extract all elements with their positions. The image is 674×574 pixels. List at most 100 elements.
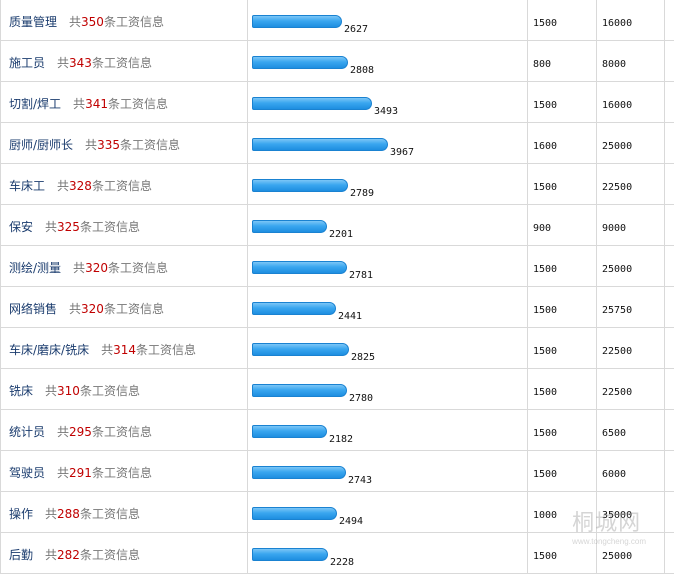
max-salary-value: 16000: [602, 18, 632, 29]
job-cell: 铣床共310条工资信息: [1, 369, 248, 410]
max-salary-value: 16000: [602, 100, 632, 111]
row-edge-cell: [665, 492, 674, 533]
job-title-link[interactable]: 网络销售: [9, 300, 57, 317]
min-salary-value: 1000: [533, 510, 557, 521]
min-salary-value: 900: [533, 223, 551, 234]
record-count-number: 343: [69, 56, 92, 70]
job-cell: 网络销售共320条工资信息: [1, 287, 248, 328]
record-count: 共295条工资信息: [57, 423, 152, 440]
job-title-link[interactable]: 车床工: [9, 177, 45, 194]
average-salary-cell: 2789: [248, 164, 528, 205]
record-count-number: 310: [57, 384, 80, 398]
average-salary-bar: [252, 97, 372, 110]
record-count-suffix: 条工资信息: [104, 15, 164, 29]
average-salary-bar: [252, 138, 388, 151]
record-count-prefix: 共: [73, 261, 85, 275]
max-salary-value: 25000: [602, 264, 632, 275]
job-title-link[interactable]: 统计员: [9, 423, 45, 440]
record-count: 共341条工资信息: [73, 95, 168, 112]
average-salary-value: 2201: [329, 229, 353, 240]
job-title-link[interactable]: 驾驶员: [9, 464, 45, 481]
min-salary-value: 800: [533, 59, 551, 70]
average-salary-value: 2182: [329, 434, 353, 445]
max-salary-value: 25000: [602, 551, 632, 562]
min-salary-cell: 1500: [528, 451, 597, 492]
record-count-number: 325: [57, 220, 80, 234]
record-count-prefix: 共: [57, 466, 69, 480]
record-count: 共335条工资信息: [85, 136, 180, 153]
max-salary-cell: 6500: [597, 410, 665, 451]
record-count: 共288条工资信息: [45, 505, 140, 522]
average-salary-bar-wrap: 2781: [252, 257, 373, 276]
job-title-link[interactable]: 铣床: [9, 382, 33, 399]
job-title-link[interactable]: 厨师/厨师长: [9, 136, 73, 153]
min-salary-value: 1500: [533, 551, 557, 562]
record-count-suffix: 条工资信息: [108, 97, 168, 111]
average-salary-cell: 2494: [248, 492, 528, 533]
max-salary-cell: 25000: [597, 533, 665, 574]
min-salary-value: 1500: [533, 469, 557, 480]
record-count-suffix: 条工资信息: [120, 138, 180, 152]
average-salary-bar: [252, 507, 337, 520]
average-salary-value: 2743: [348, 475, 372, 486]
record-count-suffix: 条工资信息: [108, 261, 168, 275]
job-title-link[interactable]: 后勤: [9, 546, 33, 563]
max-salary-value: 8000: [602, 59, 626, 70]
max-salary-value: 22500: [602, 346, 632, 357]
job-title-link[interactable]: 操作: [9, 505, 33, 522]
job-title-link[interactable]: 切割/焊工: [9, 95, 61, 112]
job-cell: 操作共288条工资信息: [1, 492, 248, 533]
record-count: 共343条工资信息: [57, 54, 152, 71]
record-count-suffix: 条工资信息: [136, 343, 196, 357]
job-title-link[interactable]: 车床/磨床/铣床: [9, 341, 89, 358]
job-title-link[interactable]: 质量管理: [9, 13, 57, 30]
row-edge-cell: [665, 0, 674, 41]
record-count-suffix: 条工资信息: [80, 384, 140, 398]
average-salary-cell: 2808: [248, 41, 528, 82]
row-edge-cell: [665, 123, 674, 164]
job-cell: 统计员共295条工资信息: [1, 410, 248, 451]
average-salary-bar: [252, 343, 349, 356]
record-count-suffix: 条工资信息: [104, 302, 164, 316]
average-salary-bar-wrap: 3493: [252, 93, 398, 112]
average-salary-bar-wrap: 3967: [252, 134, 414, 153]
record-count-suffix: 条工资信息: [92, 56, 152, 70]
record-count-prefix: 共: [45, 507, 57, 521]
record-count-prefix: 共: [57, 56, 69, 70]
record-count-prefix: 共: [57, 425, 69, 439]
average-salary-value: 2789: [350, 188, 374, 199]
job-title-link[interactable]: 测绘/测量: [9, 259, 61, 276]
row-edge-cell: [665, 41, 674, 82]
average-salary-bar-wrap: 2808: [252, 52, 374, 71]
record-count-prefix: 共: [57, 179, 69, 193]
average-salary-cell: 2743: [248, 451, 528, 492]
average-salary-bar-wrap: 2441: [252, 298, 362, 317]
min-salary-value: 1500: [533, 387, 557, 398]
min-salary-cell: 1500: [528, 533, 597, 574]
min-salary-value: 1500: [533, 305, 557, 316]
record-count-prefix: 共: [45, 548, 57, 562]
average-salary-bar: [252, 425, 327, 438]
job-cell: 车床/磨床/铣床共314条工资信息: [1, 328, 248, 369]
job-title-link[interactable]: 施工员: [9, 54, 45, 71]
max-salary-value: 9000: [602, 223, 626, 234]
table-row: 保安共325条工资信息 2201 900 9000: [1, 205, 674, 246]
max-salary-cell: 6000: [597, 451, 665, 492]
record-count: 共320条工资信息: [69, 300, 164, 317]
record-count-number: 320: [85, 261, 108, 275]
average-salary-value: 2781: [349, 270, 373, 281]
max-salary-cell: 8000: [597, 41, 665, 82]
average-salary-value: 2494: [339, 516, 363, 527]
min-salary-cell: 1500: [528, 410, 597, 451]
min-salary-value: 1500: [533, 100, 557, 111]
job-cell: 厨师/厨师长共335条工资信息: [1, 123, 248, 164]
job-cell: 保安共325条工资信息: [1, 205, 248, 246]
min-salary-cell: 900: [528, 205, 597, 246]
average-salary-cell: 2627: [248, 0, 528, 41]
job-title-link[interactable]: 保安: [9, 218, 33, 235]
record-count-number: 328: [69, 179, 92, 193]
